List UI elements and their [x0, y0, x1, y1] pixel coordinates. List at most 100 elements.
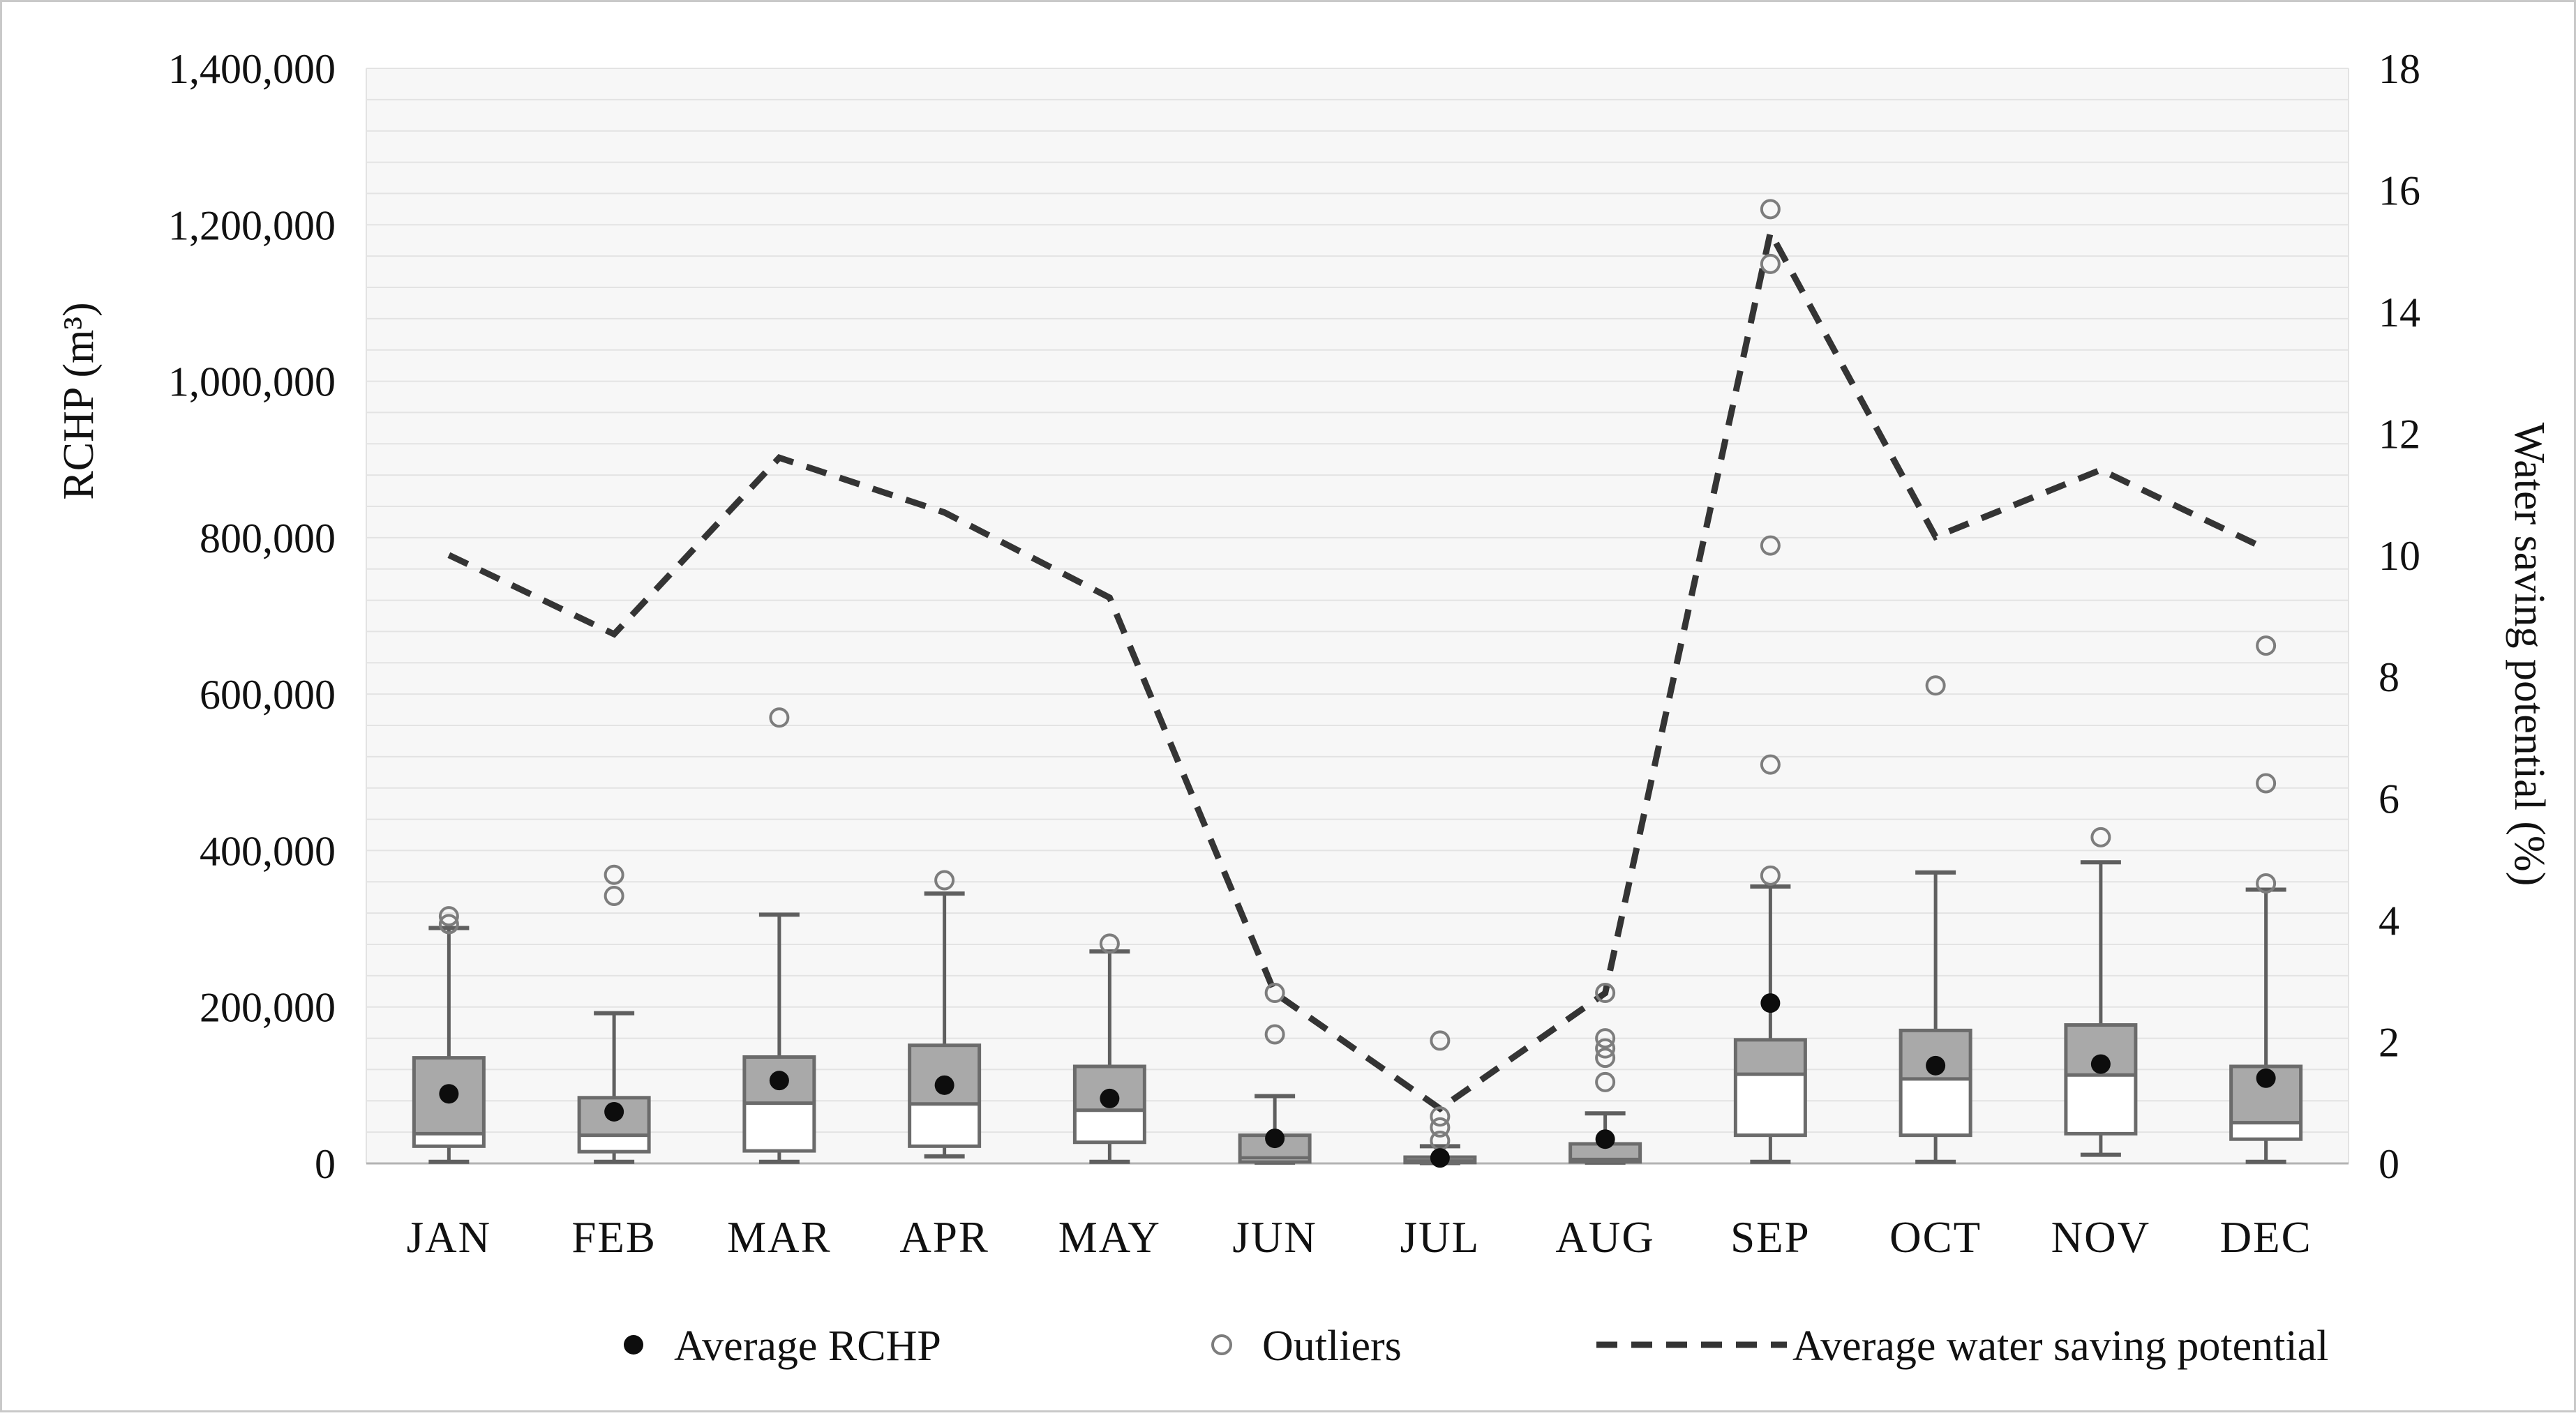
- month-label-aug: AUG: [1555, 1213, 1655, 1262]
- box-outline-may: [1072, 1064, 1146, 1145]
- legend-average-rchp-dot-icon: [624, 1335, 643, 1355]
- outlier-aug: [1595, 1071, 1616, 1092]
- right-tick-14: 14: [2379, 289, 2420, 335]
- outlier-jul: [1430, 1030, 1451, 1051]
- outlier-aug: [1595, 1048, 1616, 1069]
- right-tick-16: 16: [2379, 167, 2420, 213]
- outlier-apr: [934, 870, 955, 891]
- box-outline-sep: [1733, 1038, 1807, 1138]
- outlier-dec: [2256, 873, 2277, 894]
- axis-labels-layer: 0 200,000 400,000 600,000 800,000 1,000,000 1,…: [168, 46, 2420, 1262]
- month-label-jun: JUN: [1232, 1213, 1317, 1262]
- outlier-jun: [1264, 1024, 1285, 1045]
- outlier-jan: [438, 906, 459, 927]
- mean-dot-sep: [1760, 993, 1781, 1013]
- right-tick-4: 4: [2379, 898, 2399, 944]
- mean-dot-jun: [1265, 1129, 1285, 1149]
- box-lower-nov: [2065, 1075, 2136, 1134]
- right-tick-0: 0: [2379, 1141, 2399, 1187]
- gridlines-layer: [366, 68, 2349, 1165]
- outlier-jul: [1430, 1106, 1451, 1127]
- mean-dot-nov: [2090, 1054, 2111, 1074]
- outlier-aug: [1595, 983, 1616, 1004]
- box-lower-may: [1074, 1110, 1145, 1142]
- outlier-feb: [604, 864, 624, 885]
- legend-label-average-rchp: Average RCHP: [674, 1322, 941, 1370]
- left-tick-1,000,000: 1,000,000: [168, 359, 336, 405]
- box-lower-jun: [1240, 1158, 1310, 1162]
- left-tick-1,400,000: 1,400,000: [168, 46, 336, 92]
- marks-layer: [412, 199, 2303, 1168]
- plot-background: [366, 68, 2349, 1163]
- mean-dot-dec: [2256, 1068, 2276, 1088]
- month-label-jul: JUL: [1400, 1213, 1481, 1262]
- outlier-nov: [2090, 827, 2111, 847]
- outlier-sep: [1760, 865, 1781, 886]
- mean-dot-mar: [769, 1071, 789, 1091]
- outlier-sep: [1760, 754, 1781, 775]
- box-lower-jan: [414, 1133, 484, 1147]
- box-lower-dec: [2231, 1122, 2301, 1140]
- right-tick-10: 10: [2379, 533, 2420, 579]
- outlier-aug: [1595, 1038, 1616, 1059]
- legend-label-outliers: Outliers: [1262, 1322, 1402, 1370]
- box-upper-sep: [1735, 1039, 1806, 1075]
- box-outline-nov: [2064, 1023, 2138, 1136]
- outlier-feb: [604, 885, 624, 906]
- outlier-sep: [1760, 253, 1781, 274]
- outlier-sep: [1760, 199, 1781, 220]
- box-upper-aug: [1570, 1143, 1640, 1160]
- outlier-oct: [1925, 675, 1946, 696]
- left-tick-600,000: 600,000: [200, 672, 336, 718]
- month-label-oct: OCT: [1889, 1213, 1982, 1262]
- outlier-mar: [769, 707, 790, 728]
- box-outline-dec: [2229, 1064, 2303, 1141]
- month-label-sep: SEP: [1730, 1213, 1811, 1262]
- legend-outliers-circle-icon: [1211, 1334, 1232, 1355]
- box-upper-apr: [909, 1045, 980, 1104]
- box-outline-oct: [1899, 1028, 1972, 1138]
- month-label-feb: FEB: [571, 1213, 657, 1262]
- outlier-dec: [2256, 635, 2277, 656]
- box-lower-sep: [1735, 1074, 1806, 1136]
- left-tick-1,200,000: 1,200,000: [168, 202, 336, 248]
- left-tick-200,000: 200,000: [200, 985, 336, 1031]
- mean-dot-jan: [439, 1084, 459, 1104]
- left-tick-0: 0: [315, 1141, 336, 1187]
- box-outline-jan: [412, 1056, 486, 1148]
- average-water-saving-potential-line: [447, 223, 2268, 1112]
- box-lower-feb: [579, 1135, 650, 1152]
- legend-label-average-water-saving-potential: Average water saving potential: [1792, 1322, 2328, 1370]
- right-tick-8: 8: [2379, 654, 2399, 700]
- outlier-jul: [1430, 1117, 1451, 1138]
- mean-dot-oct: [1926, 1055, 1946, 1076]
- box-outline-apr: [908, 1043, 982, 1148]
- month-label-nov: NOV: [2051, 1213, 2151, 1262]
- box-lower-mar: [744, 1103, 814, 1152]
- mean-dot-feb: [604, 1101, 624, 1122]
- right-axis-title: Water saving potential (%): [2506, 423, 2553, 887]
- mean-dot-apr: [934, 1075, 954, 1095]
- month-label-mar: MAR: [727, 1213, 832, 1262]
- right-tick-12: 12: [2379, 411, 2420, 457]
- outlier-may: [1099, 933, 1120, 954]
- left-tick-400,000: 400,000: [200, 828, 336, 874]
- right-tick-6: 6: [2379, 776, 2399, 822]
- mean-dot-jul: [1430, 1148, 1450, 1168]
- outlier-jun: [1264, 983, 1285, 1004]
- left-tick-800,000: 800,000: [200, 515, 336, 561]
- box-outline-feb: [577, 1096, 651, 1154]
- outlier-jan: [438, 914, 459, 935]
- month-label-jan: JAN: [407, 1213, 492, 1262]
- box-lower-oct: [1901, 1078, 1971, 1136]
- month-label-apr: APR: [899, 1213, 989, 1262]
- outlier-aug: [1595, 1028, 1616, 1049]
- mean-dot-may: [1100, 1088, 1120, 1108]
- right-tick-18: 18: [2379, 46, 2420, 92]
- left-axis-title: RCHP (m³): [55, 302, 103, 499]
- box-lower-apr: [909, 1103, 980, 1147]
- mean-dot-aug: [1595, 1129, 1615, 1149]
- month-label-dec: DEC: [2220, 1213, 2312, 1262]
